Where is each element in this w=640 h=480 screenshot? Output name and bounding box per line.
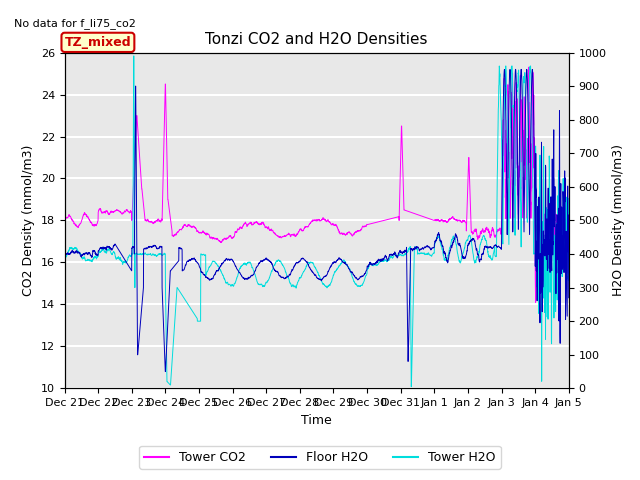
Tower CO2	[118, 211, 126, 217]
Tower H2O	[276, 258, 284, 264]
Title: Tonzi CO2 and H2O Densities: Tonzi CO2 and H2O Densities	[205, 32, 428, 47]
Line: Floor H2O: Floor H2O	[65, 70, 569, 372]
Text: TZ_mixed: TZ_mixed	[65, 36, 131, 49]
Line: Tower CO2: Tower CO2	[65, 67, 569, 312]
Floor H2O	[254, 263, 262, 268]
Tower H2O	[148, 252, 156, 258]
Tower H2O	[61, 254, 68, 260]
Tower H2O	[118, 258, 126, 264]
Floor H2O	[61, 251, 68, 257]
Tower H2O	[130, 53, 138, 59]
Tower H2O	[408, 384, 415, 390]
Line: Tower H2O: Tower H2O	[65, 56, 569, 387]
Tower CO2	[555, 310, 563, 315]
Floor H2O	[148, 244, 156, 250]
Floor H2O	[556, 250, 563, 255]
Tower CO2	[148, 219, 156, 225]
Floor H2O	[161, 369, 169, 374]
Floor H2O	[565, 295, 573, 300]
Tower CO2	[565, 225, 573, 231]
Tower CO2	[525, 64, 532, 70]
Floor H2O	[276, 273, 284, 278]
Tower H2O	[501, 83, 509, 88]
Y-axis label: H2O Density (mmol/m3): H2O Density (mmol/m3)	[612, 144, 625, 297]
Legend: Tower CO2, Floor H2O, Tower H2O: Tower CO2, Floor H2O, Tower H2O	[140, 446, 500, 469]
Y-axis label: CO2 Density (mmol/m3): CO2 Density (mmol/m3)	[22, 145, 35, 296]
Tower H2O	[556, 238, 563, 243]
Tower CO2	[556, 273, 563, 279]
Floor H2O	[501, 68, 509, 74]
Tower CO2	[276, 234, 284, 240]
Tower CO2	[500, 111, 508, 117]
Tower H2O	[254, 281, 262, 287]
X-axis label: Time: Time	[301, 414, 332, 427]
Floor H2O	[118, 252, 126, 258]
Floor H2O	[512, 67, 520, 72]
Text: No data for f_li75_co2: No data for f_li75_co2	[14, 18, 136, 29]
Tower CO2	[61, 216, 68, 222]
Tower H2O	[565, 195, 573, 201]
Tower CO2	[254, 220, 262, 226]
